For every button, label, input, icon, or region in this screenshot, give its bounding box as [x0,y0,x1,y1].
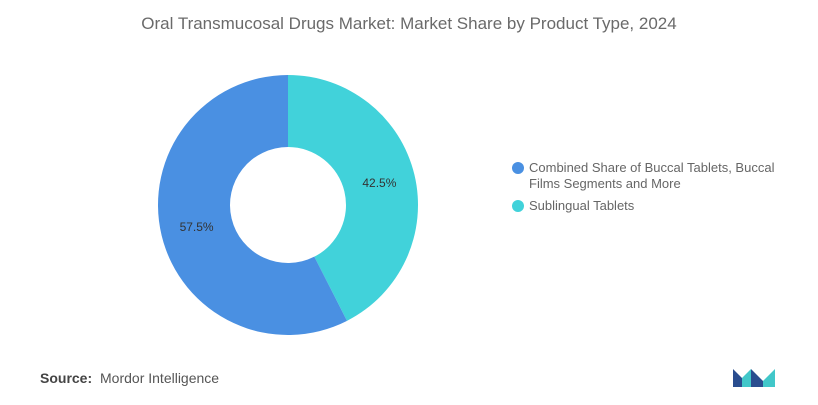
slice-sublingual[interactable] [288,75,419,321]
legend-item-sublingual[interactable]: Sublingual Tablets [512,198,802,214]
legend: Combined Share of Buccal Tablets, Buccal… [512,160,802,220]
legend-swatch-buccal [512,162,524,174]
slice-buccal[interactable] [158,75,348,335]
mordor-logo-icon [733,369,775,387]
slice-label-sublingual: 42.5% [362,176,396,190]
source-note: Source: Mordor Intelligence [40,370,219,386]
legend-label-sublingual: Sublingual Tablets [529,198,635,213]
legend-swatch-sublingual [512,200,524,212]
source-text: Mordor Intelligence [100,370,220,386]
legend-label-buccal: Combined Share of Buccal Tablets, Buccal… [529,160,775,191]
source-label: Source: [40,370,93,386]
slice-label-buccal: 57.5% [180,220,214,234]
chart-title: Oral Transmucosal Drugs Market: Market S… [141,14,677,33]
legend-item-buccal[interactable]: Combined Share of Buccal Tablets, Buccal… [512,160,802,192]
